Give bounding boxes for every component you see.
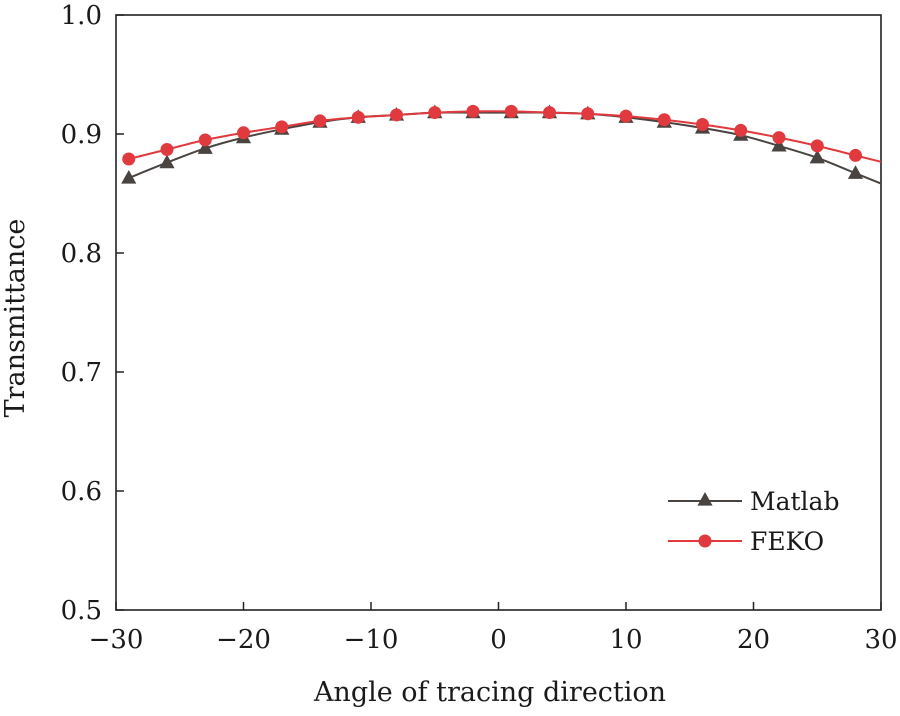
y-tick-label: 0.5 — [61, 596, 102, 626]
matlab-point — [121, 170, 137, 184]
feko-point — [428, 106, 442, 120]
x-tick-label: −30 — [89, 625, 144, 655]
x-tick-label: 30 — [864, 625, 897, 655]
feko-point — [313, 114, 327, 128]
feko-point — [543, 106, 556, 120]
plot-area — [115, 14, 882, 611]
x-tick-label: −10 — [344, 625, 399, 655]
matlab-point — [159, 154, 175, 169]
feko-point — [849, 148, 862, 162]
y-tick-label: 0.6 — [61, 477, 102, 507]
feko-point — [734, 123, 748, 137]
matlab-point — [809, 149, 825, 164]
y-tick-label: 1.0 — [61, 1, 102, 31]
legend: Matlab FEKO — [668, 487, 839, 556]
feko-point — [198, 133, 212, 147]
feko-point — [504, 104, 518, 118]
feko-point — [237, 126, 250, 140]
matlab-point — [847, 165, 864, 179]
feko-point — [581, 107, 595, 121]
legend-marker-matlab — [697, 492, 713, 506]
feko-point — [466, 104, 480, 118]
y-axis-title: Transmittance — [0, 219, 31, 418]
y-tick-label: 0.8 — [61, 239, 102, 269]
series-feko — [122, 104, 882, 166]
x-tick-label: 10 — [609, 625, 642, 655]
x-tick-label: −20 — [216, 625, 271, 655]
y-tick-label: 0.7 — [61, 358, 102, 388]
feko-point — [619, 109, 633, 123]
matlab-point — [197, 140, 213, 154]
feko-point — [275, 120, 289, 134]
x-tick-label: 0 — [490, 625, 507, 655]
feko-point — [390, 108, 403, 122]
axis-ticks: −30 −20 −10 0 10 20 30 0.5 0.6 0.7 0.8 0.9 1.0 — [61, 1, 898, 655]
y-tick-label: 0.9 — [61, 120, 102, 150]
series-matlab — [121, 104, 882, 185]
x-tick-label: 20 — [737, 625, 770, 655]
legend-marker-feko — [698, 534, 712, 548]
series-layer — [121, 104, 882, 185]
matlab-point — [771, 137, 787, 152]
x-axis-title: Angle of tracing direction — [313, 677, 666, 708]
feko-point — [772, 131, 786, 145]
feko-point — [696, 117, 709, 131]
feko-point — [810, 139, 824, 153]
legend-label-matlab: Matlab — [750, 487, 839, 516]
series-line-matlab — [128, 111, 882, 185]
legend-label-feko: FEKO — [750, 527, 824, 556]
feko-point — [160, 142, 174, 156]
plot-border — [115, 14, 882, 611]
feko-point — [351, 110, 365, 124]
feko-point — [122, 152, 136, 166]
feko-point — [657, 113, 671, 127]
